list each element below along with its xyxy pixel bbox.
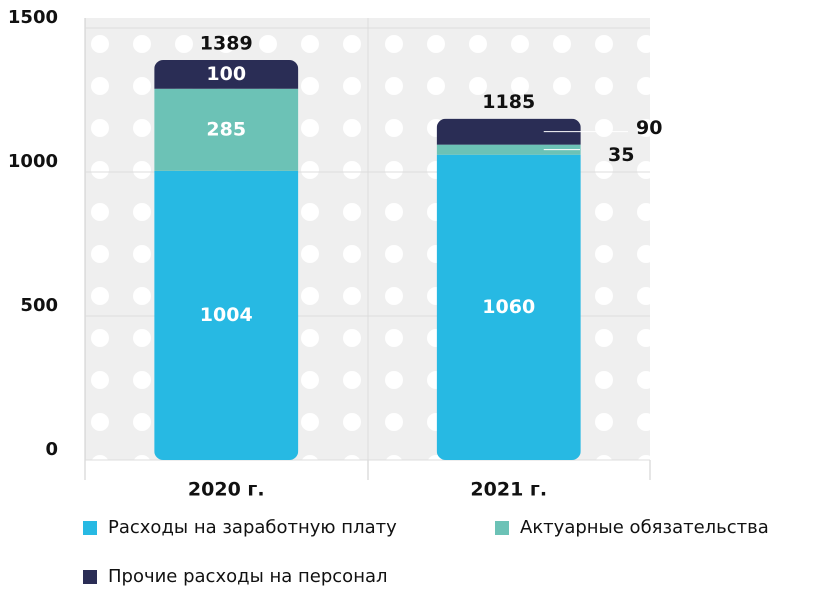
- segment-label: 285: [206, 118, 246, 140]
- total-label: 1185: [482, 91, 535, 113]
- bar-stack: [154, 59, 299, 460]
- legend-swatch: [83, 570, 97, 584]
- y-tick-label: 500: [20, 295, 58, 316]
- y-tick-label: 0: [45, 439, 58, 460]
- bar-segment: [154, 59, 299, 89]
- legend-label: Прочие расходы на персонал: [108, 566, 388, 587]
- bar-stack: [436, 118, 581, 460]
- bar-segment: [154, 88, 299, 171]
- segment-label: 35: [608, 144, 634, 166]
- segment-label: 1004: [200, 304, 253, 326]
- legend-swatch: [83, 521, 97, 535]
- bar-segment: [436, 154, 581, 460]
- segment-label: 100: [206, 63, 246, 85]
- segment-label: 1060: [482, 296, 535, 318]
- y-tick-label: 1500: [8, 7, 58, 28]
- x-tick-label: 2021 г.: [470, 479, 547, 501]
- total-label: 1389: [200, 32, 253, 54]
- bar-segment: [436, 144, 581, 155]
- bar-segment: [154, 170, 299, 460]
- y-tick-label: 1000: [8, 151, 58, 172]
- segment-label: 90: [636, 117, 662, 139]
- legend-swatch: [495, 521, 509, 535]
- legend-label: Актуарные обязательства: [520, 517, 769, 538]
- legend-label: Расходы на заработную плату: [108, 517, 397, 538]
- x-tick-label: 2020 г.: [188, 479, 265, 501]
